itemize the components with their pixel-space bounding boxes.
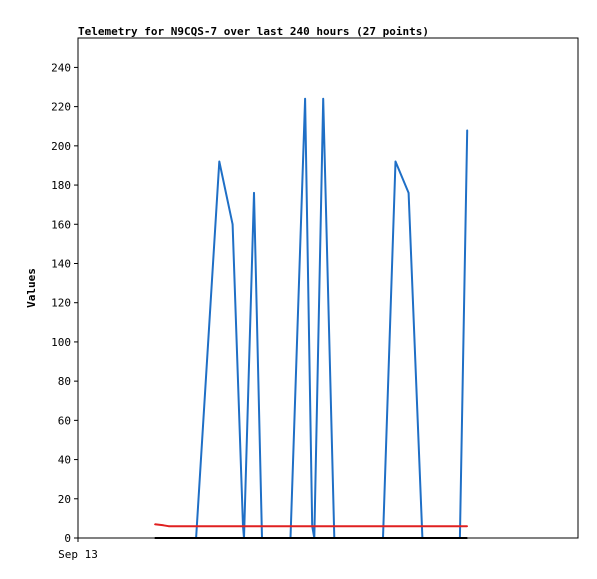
y-tick-label: 0 <box>64 532 71 545</box>
chart-title: Telemetry for N9CQS-7 over last 240 hour… <box>78 25 429 38</box>
y-tick-label: 220 <box>51 101 71 114</box>
y-tick-label: 180 <box>51 179 71 192</box>
y-tick-label: 120 <box>51 297 71 310</box>
data-point <box>322 98 325 100</box>
y-tick-label: 240 <box>51 61 71 74</box>
data-point <box>154 523 156 526</box>
data-point <box>154 537 156 539</box>
series-0 <box>195 97 469 539</box>
y-tick-label: 200 <box>51 140 71 153</box>
x-axis: Sep 13 <box>58 538 98 561</box>
series-1 <box>154 523 469 528</box>
data-point <box>394 160 397 163</box>
y-tick-label: 60 <box>58 414 71 427</box>
data-point <box>304 98 306 100</box>
y-tick-label: 140 <box>51 257 71 270</box>
series-line <box>195 97 469 539</box>
data-point <box>253 192 255 194</box>
y-tick-label: 100 <box>51 336 71 349</box>
y-axis-label: Values <box>25 268 38 308</box>
data-point <box>466 129 469 131</box>
data-point <box>407 192 410 194</box>
y-tick-label: 80 <box>58 375 71 388</box>
y-tick-label: 40 <box>58 454 71 467</box>
series-line <box>154 523 468 528</box>
series-layer <box>154 97 469 539</box>
y-tick-label: 160 <box>51 218 71 231</box>
data-point <box>167 525 170 527</box>
x-tick-label: Sep 13 <box>58 548 98 561</box>
data-point <box>162 524 165 527</box>
data-point <box>466 525 469 527</box>
data-point <box>231 223 234 226</box>
y-axis: 0 20 40 60 80 100 120 140 160 180 200 220 240 <box>51 61 78 545</box>
data-point <box>218 160 221 163</box>
data-point <box>466 537 469 539</box>
y-tick-label: 20 <box>58 493 71 506</box>
series-2 <box>154 537 469 539</box>
